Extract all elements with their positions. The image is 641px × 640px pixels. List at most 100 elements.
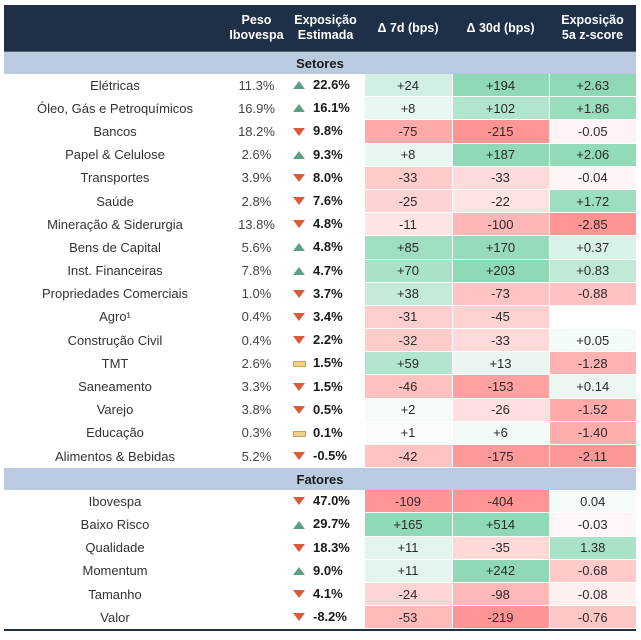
exposicao-estimada-cell: 16.1% [287,96,364,121]
table-row: Tamanho 4.1% -24 -98 -0.08 [4,582,636,607]
delta-7d-cell: +8 [363,143,452,167]
peso-ibovespa-cell: 3.8% [226,398,287,422]
delta-7d-cell: +59 [363,351,452,376]
row-label: Inst. Financeiras [4,259,226,283]
table-row: Construção Civil 0.4% 2.2% -32 -33 +0.05 [4,328,636,353]
trend-shape [293,430,306,437]
delta-7d-cell: +38 [363,282,452,306]
table-bottom-rule [4,629,636,631]
header-zscore: Exposição 5a z-score [549,5,636,52]
header-delta-7d: Δ 7d (bps) [364,5,452,52]
zscore-cell: +0.05 [548,328,636,353]
row-label: Óleo, Gás e Petroquímicos [4,96,226,121]
peso-ibovespa-cell [226,582,287,607]
table-body: Setores Elétricas 11.3% 22.6% +24 +194 +2.63 Ól… [4,51,636,630]
table-row: Propriedades Comerciais 1.0% 3.7% +38 -73 -0.… [4,282,636,306]
peso-ibovespa-cell: 13.8% [226,212,287,237]
trend-shape [293,150,305,159]
delta-7d-cell: +165 [363,512,452,537]
zscore-cell: +1.86 [548,96,636,121]
triangle-up-icon [293,77,307,92]
exposicao-value: 47.0% [313,493,350,509]
triangle-up-icon [293,239,307,254]
zscore-cell: -1.28 [548,351,636,376]
table-row: Ibovespa 47.0% -109 -404 0.04 [4,490,636,514]
table-row: Transportes 3.9% 8.0% -33 -33 -0.04 [4,166,636,190]
exposure-table: Peso Ibovespa Exposição Estimada Δ 7d (b… [4,5,636,630]
delta-7d-cell: -33 [363,166,452,190]
delta-7d-cell: +2 [363,398,452,422]
delta-30d-cell: +6 [451,421,549,446]
triangle-up-icon [293,147,307,162]
table-row: TMT 2.6% 1.5% +59 +13 -1.28 [4,351,636,376]
row-label: Agro¹ [4,305,226,330]
delta-30d-cell: -219 [451,605,549,630]
exposicao-value: 9.8% [313,123,343,139]
section-header-row: Setores [4,51,636,74]
exposicao-estimada-cell: 18.3% [287,536,364,560]
header-peso-ibovespa: Peso Ibovespa [226,5,287,52]
delta-30d-cell: +187 [451,143,549,167]
header-label [4,5,226,52]
delta-7d-cell: -75 [363,119,452,144]
triangle-down-icon [293,493,307,508]
triangle-down-icon [293,124,307,139]
delta-30d-cell: -45 [451,305,549,330]
exposicao-value: 9.3% [313,146,343,162]
delta-30d-cell: +194 [451,74,549,98]
exposicao-value: 4.8% [313,239,343,255]
exposicao-value: 3.4% [313,308,343,324]
table-row: Alimentos & Bebidas 5.2% -0.5% -42 -175 -2.11 [4,444,636,469]
delta-7d-cell: +24 [363,74,452,98]
peso-ibovespa-cell: 3.3% [226,374,287,399]
table-row: Saúde 2.8% 7.6% -25 -22 +1.72 [4,189,636,214]
trend-shape [293,243,305,252]
delta-7d-cell: -53 [363,605,452,630]
delta-30d-cell: -73 [451,282,549,306]
zscore-cell: -0.04 [548,166,636,190]
row-label: Mineração & Siderurgia [4,212,226,237]
exposicao-value: 3.7% [313,285,343,301]
table-row: Qualidade 18.3% +11 -35 1.38 [4,536,636,560]
triangle-down-icon [293,609,307,624]
trend-shape [293,566,305,575]
trend-shape [293,497,305,506]
zscore-cell: -1.40 [548,421,636,446]
trend-shape [293,313,305,321]
flat-bar-icon [293,355,307,370]
table-row: Varejo 3.8% 0.5% +2 -26 -1.52 [4,398,636,422]
section-header-row: Fatores [4,467,636,491]
exposicao-value: -8.2% [313,609,347,625]
triangle-down-icon [293,379,307,394]
exposicao-estimada-cell: 9.0% [287,559,364,583]
row-label: Construção Civil [4,328,226,353]
exposicao-value: 29.7% [313,516,350,532]
delta-7d-cell: -25 [363,189,452,214]
header-exposicao-line1: Exposição [294,13,357,27]
trend-shape [293,520,305,529]
exposicao-estimada-cell: 7.6% [287,189,364,214]
trend-shape [293,173,305,182]
peso-ibovespa-cell: 18.2% [226,119,287,144]
exposicao-estimada-cell: -0.5% [287,444,364,469]
delta-30d-cell: +102 [451,96,549,121]
delta-30d-cell: -404 [451,490,549,514]
row-label: Momentum [4,559,226,583]
delta-7d-cell: -31 [363,305,452,330]
zscore-cell: -0.05 [548,119,636,144]
exposure-table-container: Peso Ibovespa Exposição Estimada Δ 7d (b… [4,5,636,630]
peso-ibovespa-cell: 0.4% [226,328,287,353]
row-label: Baixo Risco [4,512,226,537]
exposicao-value: 4.7% [313,262,343,278]
peso-ibovespa-cell: 2.6% [226,143,287,167]
delta-30d-cell: -22 [451,189,549,214]
delta-7d-cell: -109 [363,490,452,514]
triangle-down-icon [293,286,307,301]
row-label: Tamanho [4,582,226,607]
table-row: Agro¹ 0.4% 3.4% -31 -45 [4,305,636,330]
delta-30d-cell: -215 [451,119,549,144]
triangle-up-icon [293,263,307,278]
peso-ibovespa-cell: 0.3% [226,421,287,446]
peso-ibovespa-cell: 2.6% [226,351,287,376]
delta-7d-cell: +11 [363,559,452,583]
